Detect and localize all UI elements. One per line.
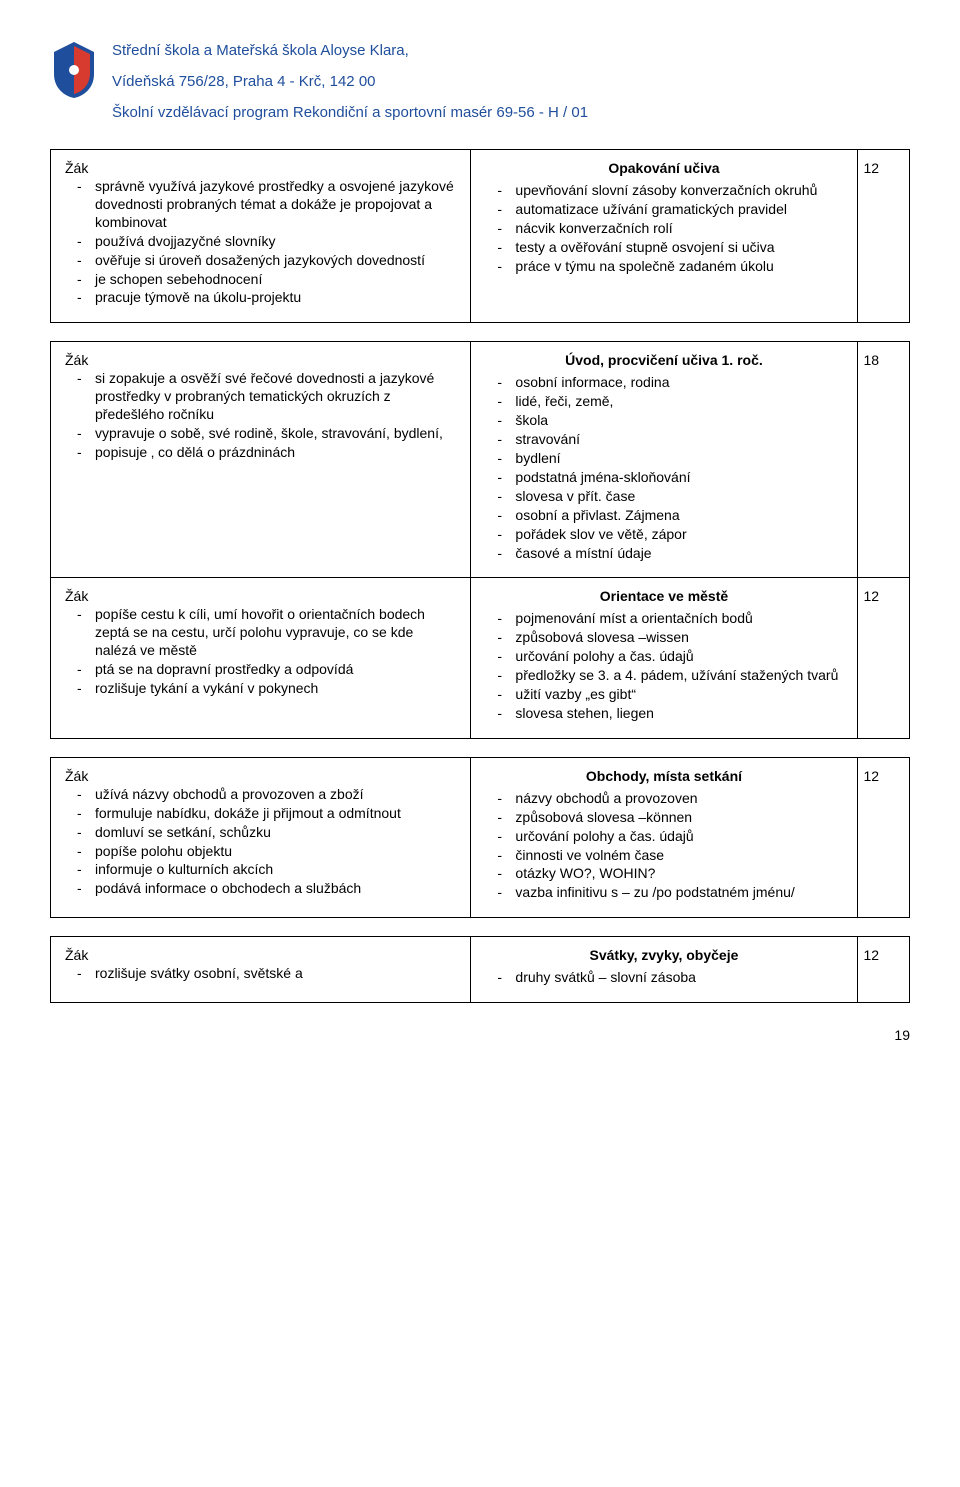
list-item: popisuje ‚ co dělá o prázdninách: [83, 444, 456, 462]
outcomes-list: rozlišuje svátky osobní, světské a: [65, 965, 456, 983]
list-item: ověřuje si úroveň dosažených jazykových …: [83, 252, 456, 270]
list-item: popíše cestu k cíli, umí hovořit o orien…: [83, 606, 456, 660]
outcomes-cell: Žák užívá názvy obchodů a provozoven a z…: [51, 758, 471, 917]
list-item: správně využívá jazykové prostředky a os…: [83, 178, 456, 232]
curriculum-row: Žák užívá názvy obchodů a provozoven a z…: [50, 757, 910, 918]
curriculum-row: Žák rozlišuje svátky osobní, světské a S…: [50, 936, 910, 1003]
list-item: ptá se na dopravní prostředky a odpovídá: [83, 661, 456, 679]
list-item: vazba infinitivu s – zu /po podstatném j…: [503, 884, 842, 902]
topic-heading: Opakování učiva: [485, 160, 842, 176]
list-item: formuluje nabídku, dokáže ji přijmout a …: [83, 805, 456, 823]
topic-list: pojmenování míst a orientačních bodů způ…: [485, 610, 842, 722]
topic-list: osobní informace, rodina lidé, řeči, zem…: [485, 374, 842, 562]
list-item: činnosti ve volném čase: [503, 847, 842, 865]
topic-list: upevňování slovní zásoby konverzačních o…: [485, 182, 842, 276]
list-item: škola: [503, 412, 842, 430]
topic-heading: Úvod, procvičení učiva 1. roč.: [485, 352, 842, 368]
program-name: Školní vzdělávací program Rekondiční a s…: [112, 104, 588, 121]
list-item: vypravuje o sobě, své rodině, škole, str…: [83, 425, 456, 443]
student-lead: Žák: [65, 588, 456, 604]
list-item: automatizace užívání gramatických pravid…: [503, 201, 842, 219]
page-number: 19: [50, 1027, 910, 1043]
list-item: užití vazby „es gibt“: [503, 686, 842, 704]
list-item: způsobová slovesa –wissen: [503, 629, 842, 647]
topic-list: druhy svátků – slovní zásoba: [485, 969, 842, 987]
list-item: podstatná jména-skloňování: [503, 469, 842, 487]
student-lead: Žák: [65, 947, 456, 963]
student-lead: Žák: [65, 160, 456, 176]
list-item: určování polohy a čas. údajů: [503, 648, 842, 666]
outcomes-cell: Žák popíše cestu k cíli, umí hovořit o o…: [51, 578, 471, 737]
list-item: testy a ověřování stupně osvojení si uči…: [503, 239, 842, 257]
topic-cell: Opakování učiva upevňování slovní zásoby…: [471, 150, 857, 322]
topic-heading: Obchody, místa setkání: [485, 768, 842, 784]
hours-cell: 12: [858, 758, 909, 917]
topic-cell: Svátky, zvyky, obyčeje druhy svátků – sl…: [471, 937, 857, 1002]
list-item: předložky se 3. a 4. pádem, užívání staž…: [503, 667, 842, 685]
list-item: používá dvojjazyčné slovníky: [83, 233, 456, 251]
list-item: lidé, řeči, země,: [503, 393, 842, 411]
list-item: způsobová slovesa –können: [503, 809, 842, 827]
list-item: domluví se setkání, schůzku: [83, 824, 456, 842]
list-item: si zopakuje a osvěží své řečové dovednos…: [83, 370, 456, 424]
curriculum-row: Žák si zopakuje a osvěží své řečové dove…: [50, 341, 910, 578]
outcomes-cell: Žák správně využívá jazykové prostředky …: [51, 150, 471, 322]
list-item: pojmenování míst a orientačních bodů: [503, 610, 842, 628]
list-item: rozlišuje tykání a vykání v pokynech: [83, 680, 456, 698]
list-item: informuje o kulturních akcích: [83, 861, 456, 879]
list-item: popíše polohu objektu: [83, 843, 456, 861]
list-item: rozlišuje svátky osobní, světské a: [83, 965, 456, 983]
topic-cell: Úvod, procvičení učiva 1. roč. osobní in…: [471, 342, 857, 577]
list-item: upevňování slovní zásoby konverzačních o…: [503, 182, 842, 200]
list-item: osobní a přivlast. Zájmena: [503, 507, 842, 525]
list-item: určování polohy a čas. údajů: [503, 828, 842, 846]
document-header: Střední škola a Mateřská škola Aloyse Kl…: [50, 40, 910, 121]
list-item: práce v týmu na společně zadaném úkolu: [503, 258, 842, 276]
list-item: pořádek slov ve větě, zápor: [503, 526, 842, 544]
hours-cell: 18: [858, 342, 909, 577]
list-item: osobní informace, rodina: [503, 374, 842, 392]
list-item: stravování: [503, 431, 842, 449]
list-item: otázky WO?, WOHIN?: [503, 865, 842, 883]
hours-cell: 12: [858, 150, 909, 322]
outcomes-list: si zopakuje a osvěží své řečové dovednos…: [65, 370, 456, 462]
list-item: slovesa stehen, liegen: [503, 705, 842, 723]
list-item: druhy svátků – slovní zásoba: [503, 969, 842, 987]
student-lead: Žák: [65, 768, 456, 784]
topic-heading: Svátky, zvyky, obyčeje: [485, 947, 842, 963]
list-item: časové a místní údaje: [503, 545, 842, 563]
list-item: podává informace o obchodech a službách: [83, 880, 456, 898]
list-item: je schopen sebehodnocení: [83, 271, 456, 289]
school-name: Střední škola a Mateřská škola Aloyse Kl…: [112, 42, 588, 59]
curriculum-row: Žák popíše cestu k cíli, umí hovořit o o…: [50, 578, 910, 738]
topic-heading: Orientace ve městě: [485, 588, 842, 604]
student-lead: Žák: [65, 352, 456, 368]
topic-list: názvy obchodů a provozoven způsobová slo…: [485, 790, 842, 902]
list-item: slovesa v přít. čase: [503, 488, 842, 506]
hours-cell: 12: [858, 578, 909, 737]
hours-cell: 12: [858, 937, 909, 1002]
list-item: užívá názvy obchodů a provozoven a zboží: [83, 786, 456, 804]
outcomes-list: užívá názvy obchodů a provozoven a zboží…: [65, 786, 456, 898]
outcomes-cell: Žák si zopakuje a osvěží své řečové dove…: [51, 342, 471, 577]
outcomes-cell: Žák rozlišuje svátky osobní, světské a: [51, 937, 471, 1002]
outcomes-list: popíše cestu k cíli, umí hovořit o orien…: [65, 606, 456, 698]
outcomes-list: správně využívá jazykové prostředky a os…: [65, 178, 456, 307]
curriculum-row: Žák správně využívá jazykové prostředky …: [50, 149, 910, 323]
list-item: nácvik konverzačních rolí: [503, 220, 842, 238]
topic-cell: Orientace ve městě pojmenování míst a or…: [471, 578, 857, 737]
list-item: bydlení: [503, 450, 842, 468]
list-item: názvy obchodů a provozoven: [503, 790, 842, 808]
school-logo-icon: [50, 40, 98, 100]
list-item: pracuje týmově na úkolu-projektu: [83, 289, 456, 307]
topic-cell: Obchody, místa setkání názvy obchodů a p…: [471, 758, 857, 917]
school-address: Vídeňská 756/28, Praha 4 - Krč, 142 00: [112, 73, 588, 90]
